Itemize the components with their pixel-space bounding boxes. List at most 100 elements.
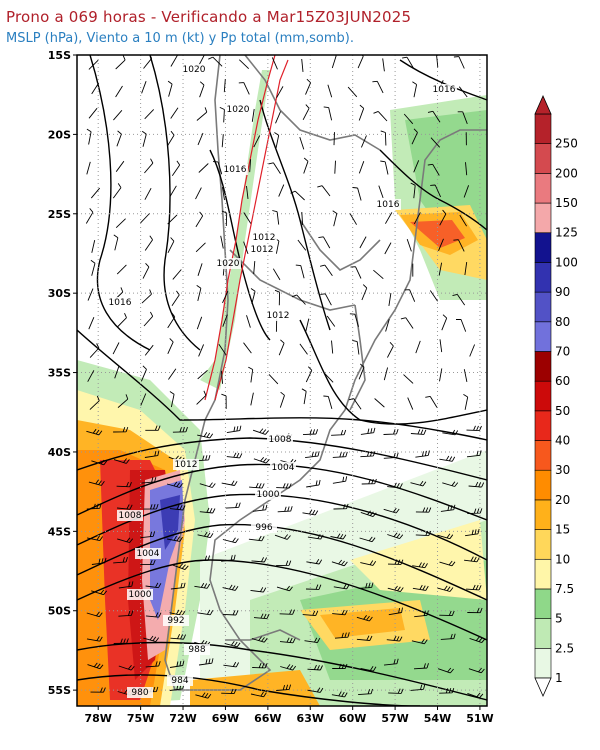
wind-barb [358, 582, 374, 589]
lon-label: 57W [381, 712, 408, 725]
wind-barb [430, 184, 442, 198]
wind-barb [220, 235, 224, 249]
wind-barb [332, 451, 348, 458]
wind-barb [305, 451, 320, 459]
wind-barb [243, 241, 249, 255]
wind-barb [413, 160, 420, 173]
lon-label: 63W [297, 712, 324, 725]
wind-barb [113, 458, 130, 464]
wind-barb [385, 212, 393, 224]
wind-barb [404, 289, 416, 302]
wind-barb [221, 554, 236, 562]
colorbar-label: 50 [555, 404, 570, 418]
wind-barb [333, 583, 350, 590]
wind-barb [387, 559, 404, 565]
isobar-label-bg [375, 199, 401, 210]
isobar-label-bg [225, 104, 251, 115]
wind-barb [360, 427, 376, 435]
wind-barb [199, 81, 205, 98]
lat-label: 20S [48, 128, 71, 141]
wind-barb [195, 211, 204, 228]
wind-barb [118, 581, 134, 589]
wind-barb [117, 537, 134, 544]
wind-barb [466, 584, 482, 591]
wind-barb [410, 684, 426, 691]
wind-barb [383, 452, 399, 459]
wind-barb [466, 450, 482, 458]
wind-barb [358, 161, 365, 174]
wind-barb [274, 534, 291, 540]
wind-barb [172, 563, 189, 571]
wind-barb [238, 59, 250, 70]
wind-barb [469, 344, 476, 357]
colorbar-label: 20 [555, 493, 570, 507]
wind-barb [372, 80, 384, 94]
wind-barb [171, 160, 181, 176]
wind-barb [170, 634, 187, 640]
wind-barb [142, 262, 150, 279]
wind-barb [327, 84, 333, 98]
wind-barb [88, 479, 105, 486]
wind-barb [429, 290, 438, 302]
wind-barb [317, 185, 331, 197]
wind-barb [91, 557, 107, 565]
wind-barb [117, 394, 129, 408]
colorbar-swatch [534, 321, 552, 352]
wind-barb [438, 238, 444, 251]
wind-barb [113, 556, 128, 564]
wind-barb [115, 160, 125, 172]
colorbar-label: 125 [555, 226, 578, 240]
wind-barb [116, 264, 127, 275]
wind-barb [442, 481, 459, 487]
wind-barb [415, 507, 432, 513]
wind-barb [199, 482, 216, 488]
wind-barb [88, 59, 99, 70]
wind-barb [358, 104, 365, 121]
isobar-label: 984 [171, 676, 188, 686]
wind-barb [332, 210, 338, 227]
wind-barb [291, 294, 306, 305]
isobar-label-bg [184, 644, 210, 655]
wind-barb [360, 510, 377, 518]
isobar-label-bg [251, 522, 277, 533]
wind-barb [221, 688, 237, 695]
isobar-label: 1004 [137, 549, 160, 559]
wind-barb [305, 78, 312, 95]
isobar-label: 1012 [175, 460, 198, 470]
wind-barb [439, 339, 443, 353]
map-subtitle: MSLP (hPa), Viento a 10 m (kt) y Pp tota… [6, 31, 354, 46]
wind-barb [459, 214, 467, 227]
wind-barb [415, 530, 432, 537]
wind-barb [301, 58, 304, 72]
wind-barb [195, 242, 206, 253]
isobar-label: 1012 [253, 233, 276, 243]
isobar-label: 992 [167, 616, 184, 626]
wind-barb [299, 343, 308, 355]
wind-barb [442, 429, 459, 436]
wind-barb [359, 236, 367, 249]
wind-barb [170, 55, 178, 67]
wind-barb [248, 366, 254, 383]
wind-barb [117, 313, 127, 328]
wind-barb [170, 582, 186, 590]
colorbar-label: 15 [555, 523, 570, 537]
wind-barb [350, 266, 362, 279]
wind-barb [253, 135, 261, 148]
wind-barb [331, 340, 334, 354]
wind-barb [347, 86, 358, 98]
wind-barb [115, 218, 126, 229]
wind-barb [112, 342, 120, 355]
wind-barb [90, 687, 106, 693]
wind-barb [141, 130, 147, 147]
wind-barb [276, 585, 293, 592]
wind-barb [412, 562, 428, 569]
wind-barb [140, 213, 150, 224]
wind-barb [116, 130, 122, 147]
wind-barb [439, 368, 443, 382]
wind-barb [411, 128, 418, 145]
wind-barb [115, 85, 123, 98]
wind-barb [243, 212, 252, 224]
isobar-label-bg [267, 434, 293, 445]
coastlines [164, 55, 487, 691]
wind-barb [333, 132, 335, 146]
